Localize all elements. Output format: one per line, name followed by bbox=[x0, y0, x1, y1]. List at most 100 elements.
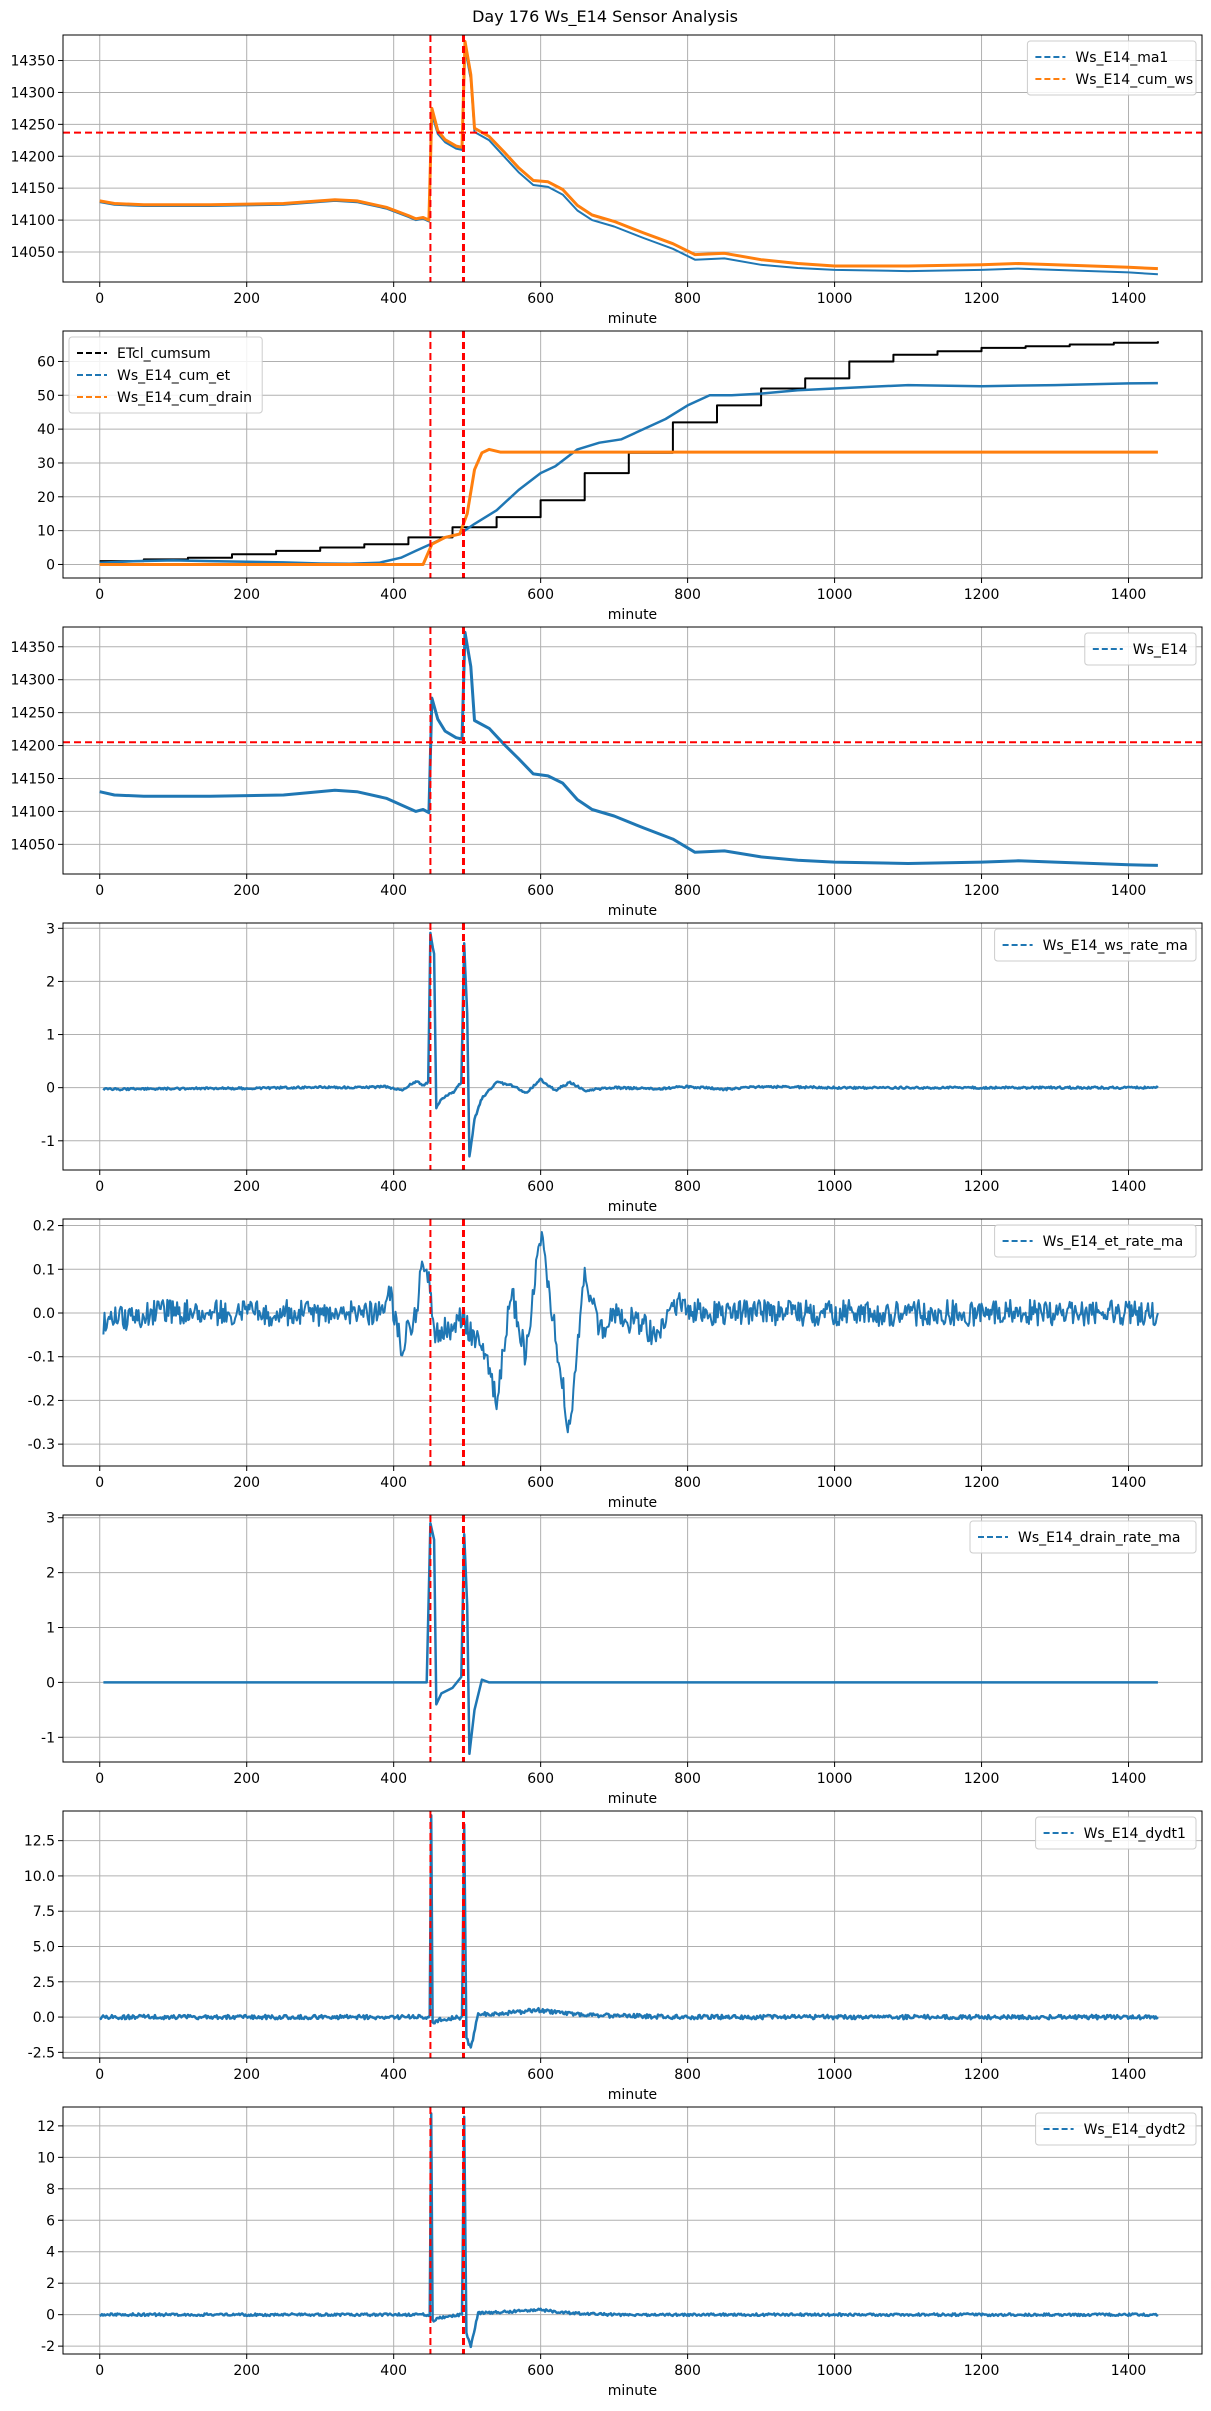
subplot-2: 0 200 400 600 800 1000 1200 1400 0 10 20 30 40 50 60 mi… bbox=[37, 330, 1203, 623]
x-axis-label: minute bbox=[608, 311, 657, 327]
legend-box bbox=[68, 336, 263, 414]
subplot-1: 0 200 400 600 800 1000 1200 1400 14050 14100 14150… bbox=[10, 34, 1203, 327]
series-line-Ws_E14 bbox=[99, 630, 1158, 867]
x-tick-label: 600 bbox=[527, 1475, 554, 1491]
y-tick-label: 12.5 bbox=[24, 1834, 55, 1850]
x-tick-label: 1400 bbox=[1111, 1771, 1147, 1787]
axes-frame bbox=[62, 34, 1203, 283]
y-tick-label: 20 bbox=[37, 490, 55, 506]
y-tick-label: 40 bbox=[37, 422, 55, 438]
y-tick-label: 10 bbox=[37, 524, 55, 540]
legend: Ws_E14_et_rate_ma bbox=[994, 1224, 1197, 1258]
y-tick-label: 8 bbox=[46, 2182, 55, 2198]
x-tick-label: 200 bbox=[233, 883, 260, 899]
x-tick-label: 1400 bbox=[1111, 291, 1147, 307]
legend-entry: Ws_E14_ws_rate_ma bbox=[1043, 938, 1188, 954]
x-tick-label: 200 bbox=[233, 2363, 260, 2379]
y-tick-label: 1 bbox=[46, 1028, 55, 1044]
legend: Ws_E14_dydt1 bbox=[1035, 1816, 1197, 1850]
x-tick-label: 400 bbox=[380, 2067, 407, 2083]
x-tick-label: 1400 bbox=[1111, 883, 1147, 899]
legend-entry: Ws_E14_drain_rate_ma bbox=[1018, 1530, 1180, 1546]
x-tick-label: 1200 bbox=[964, 1475, 1000, 1491]
subplot-5: 0 200 400 600 800 1000 1200 1400 -0.3 -0.2 -0.1 0.0… bbox=[28, 1218, 1203, 1511]
y-tick-label: 14050 bbox=[10, 837, 55, 853]
x-tick-label: 0 bbox=[95, 1771, 104, 1787]
plot-area bbox=[99, 341, 1159, 566]
x-tick-label: 600 bbox=[527, 2363, 554, 2379]
x-tick-label: 200 bbox=[233, 2067, 260, 2083]
x-tick-label: 1000 bbox=[817, 587, 853, 603]
y-tick-label: 10.0 bbox=[24, 1869, 55, 1885]
plot-area bbox=[103, 1521, 1158, 1756]
plot-area bbox=[102, 931, 1159, 1158]
legend-box bbox=[1084, 632, 1197, 666]
plot-area bbox=[99, 2112, 1159, 2349]
x-axis-label: minute bbox=[608, 1791, 657, 1807]
x-tick-label: 1000 bbox=[817, 2363, 853, 2379]
y-tick-label: -0.3 bbox=[28, 1437, 55, 1453]
x-tick-label: 200 bbox=[233, 291, 260, 307]
axes-frame bbox=[62, 2106, 1203, 2355]
x-tick-label: 1000 bbox=[817, 1475, 853, 1491]
y-tick-label: 14250 bbox=[10, 117, 55, 133]
series-line-Ws_E14_ws_rate_ma bbox=[102, 931, 1159, 1158]
legend-box bbox=[994, 928, 1197, 962]
series-line-Ws_E14_et_rate_ma bbox=[102, 1231, 1159, 1434]
y-tick-label: 50 bbox=[37, 388, 55, 404]
x-tick-label: 400 bbox=[380, 883, 407, 899]
x-tick-label: 800 bbox=[674, 291, 701, 307]
y-tick-label: 14250 bbox=[10, 706, 55, 722]
legend-entry: Ws_E14_cum_ws bbox=[1075, 72, 1193, 88]
x-tick-label: 600 bbox=[527, 587, 554, 603]
legend: Ws_E14_ws_rate_ma bbox=[994, 928, 1197, 962]
y-tick-label: -0.1 bbox=[28, 1350, 55, 1366]
y-tick-label: -1 bbox=[41, 1730, 55, 1746]
legend-box bbox=[1035, 1816, 1197, 1850]
x-tick-label: 800 bbox=[674, 587, 701, 603]
legend-entry: Ws_E14_cum_drain bbox=[117, 390, 252, 406]
y-tick-label: 14300 bbox=[10, 673, 55, 689]
x-tick-label: 0 bbox=[95, 1475, 104, 1491]
x-tick-label: 600 bbox=[527, 1771, 554, 1787]
x-tick-label: 0 bbox=[95, 2363, 104, 2379]
x-tick-label: 200 bbox=[233, 1475, 260, 1491]
x-tick-label: 1200 bbox=[964, 587, 1000, 603]
x-tick-label: 800 bbox=[674, 2363, 701, 2379]
x-tick-label: 0 bbox=[95, 2067, 104, 2083]
axes-frame bbox=[62, 1810, 1203, 2059]
legend-entry: Ws_E14_dydt2 bbox=[1084, 2122, 1186, 2138]
y-tick-label: 2 bbox=[46, 1566, 55, 1582]
x-tick-label: 400 bbox=[380, 1179, 407, 1195]
plot-area bbox=[99, 630, 1158, 867]
x-tick-label: 1200 bbox=[964, 291, 1000, 307]
legend: Ws_E14_dydt2 bbox=[1035, 2112, 1197, 2146]
x-tick-label: 1400 bbox=[1111, 2363, 1147, 2379]
x-tick-label: 600 bbox=[527, 883, 554, 899]
x-axis-label: minute bbox=[608, 903, 657, 919]
x-tick-label: 0 bbox=[95, 587, 104, 603]
y-tick-label: -1 bbox=[41, 1134, 55, 1150]
y-tick-label: 3 bbox=[46, 921, 55, 937]
x-tick-label: 1000 bbox=[817, 1179, 853, 1195]
subplot-7: 0 200 400 600 800 1000 1200 1400 -2.5 0.0 2.5 5.0 7.… bbox=[24, 1810, 1203, 2103]
axes-frame bbox=[62, 1514, 1203, 1763]
legend: Ws_E14_drain_rate_ma bbox=[969, 1520, 1197, 1554]
y-tick-label: 4 bbox=[46, 2245, 55, 2261]
x-tick-label: 200 bbox=[233, 1179, 260, 1195]
x-tick-label: 1200 bbox=[964, 883, 1000, 899]
y-tick-label: 14350 bbox=[10, 640, 55, 656]
y-tick-label: 0 bbox=[46, 557, 55, 573]
y-tick-label: 14350 bbox=[10, 54, 55, 70]
legend-box bbox=[969, 1520, 1197, 1554]
x-tick-label: 800 bbox=[674, 1179, 701, 1195]
x-tick-label: 800 bbox=[674, 2067, 701, 2083]
figure-title: Day 176 Ws_E14 Sensor Analysis bbox=[472, 7, 738, 27]
axes-frame bbox=[62, 922, 1203, 1171]
y-tick-label: 2 bbox=[46, 2276, 55, 2292]
x-tick-label: 1000 bbox=[817, 1771, 853, 1787]
x-tick-label: 1200 bbox=[964, 1179, 1000, 1195]
plot-area bbox=[102, 1231, 1159, 1434]
y-tick-label: 2 bbox=[46, 974, 55, 990]
